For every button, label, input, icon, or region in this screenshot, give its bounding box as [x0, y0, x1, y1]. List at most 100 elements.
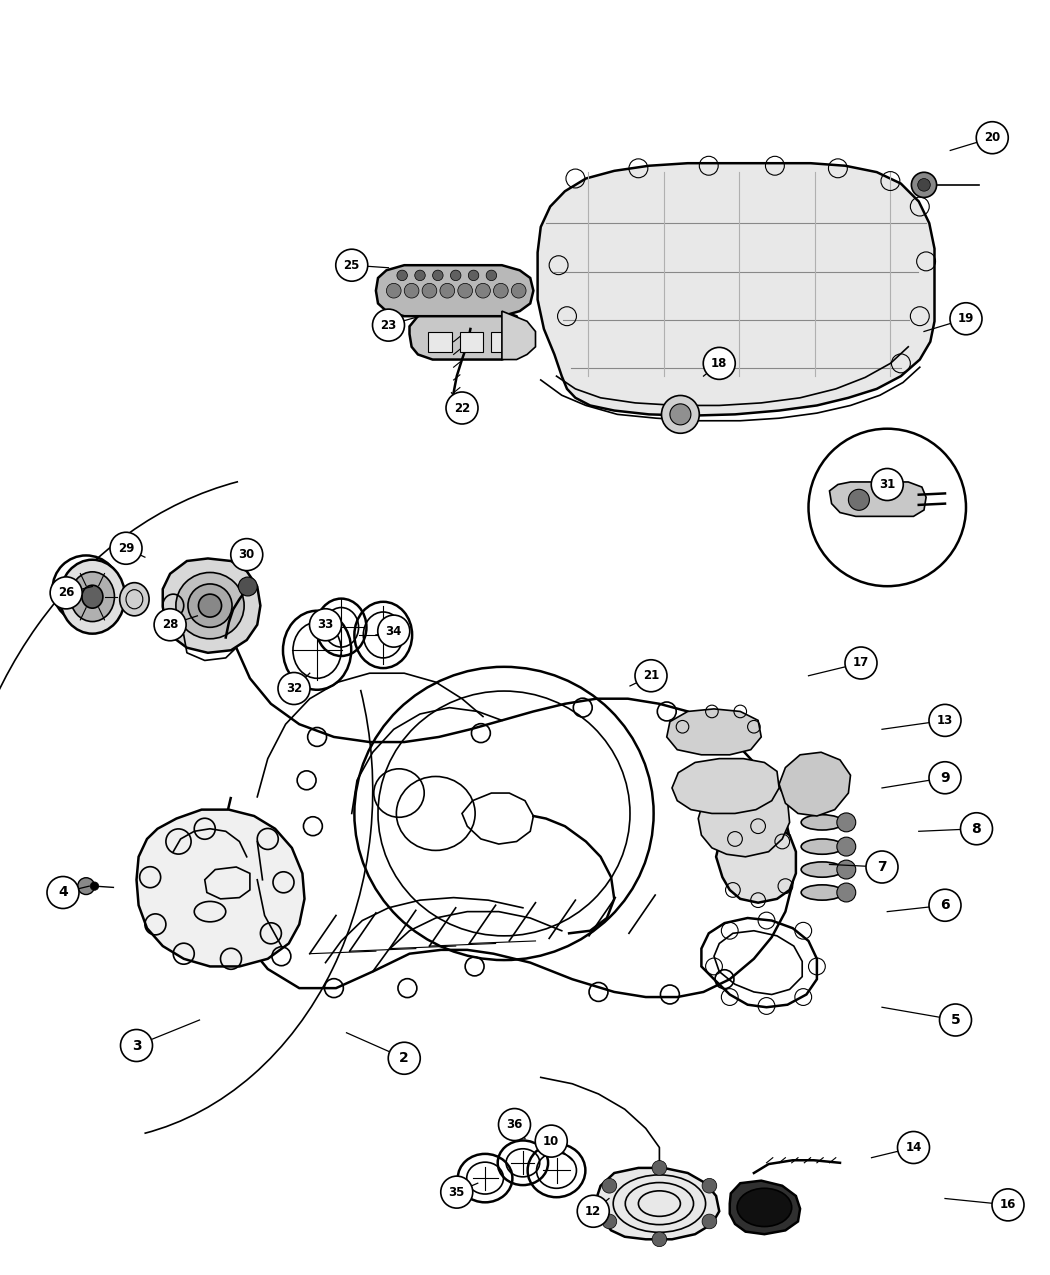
Ellipse shape [737, 1188, 792, 1227]
Polygon shape [163, 558, 260, 653]
Ellipse shape [801, 815, 843, 830]
Circle shape [278, 672, 310, 705]
Polygon shape [538, 163, 934, 416]
Circle shape [494, 283, 508, 298]
Circle shape [78, 877, 94, 895]
Circle shape [238, 578, 257, 595]
Circle shape [415, 270, 425, 280]
Text: 4: 4 [58, 886, 68, 899]
Ellipse shape [198, 594, 222, 617]
Polygon shape [410, 311, 523, 360]
Ellipse shape [176, 572, 244, 639]
Ellipse shape [82, 585, 103, 608]
Text: 25: 25 [343, 259, 360, 272]
Ellipse shape [120, 583, 149, 616]
Circle shape [511, 283, 526, 298]
Circle shape [602, 1178, 616, 1193]
Circle shape [670, 404, 691, 425]
Circle shape [154, 608, 186, 641]
Circle shape [404, 283, 419, 298]
Polygon shape [730, 1181, 800, 1234]
Text: 29: 29 [118, 542, 134, 555]
Circle shape [458, 283, 472, 298]
Text: 6: 6 [940, 899, 950, 912]
Text: 17: 17 [853, 657, 869, 669]
Text: 31: 31 [879, 478, 896, 491]
Polygon shape [779, 752, 851, 816]
Text: 23: 23 [380, 319, 397, 332]
Circle shape [911, 172, 937, 198]
Text: 2: 2 [399, 1052, 410, 1065]
Text: 14: 14 [905, 1141, 922, 1154]
Circle shape [231, 538, 262, 571]
Circle shape [536, 1125, 567, 1158]
Circle shape [433, 270, 443, 280]
Circle shape [662, 395, 699, 434]
Circle shape [450, 270, 461, 280]
Circle shape [961, 812, 992, 845]
Circle shape [940, 1003, 971, 1037]
Circle shape [704, 347, 735, 380]
Ellipse shape [801, 885, 843, 900]
Circle shape [468, 270, 479, 280]
Circle shape [929, 889, 961, 922]
Circle shape [898, 1131, 929, 1164]
Circle shape [386, 283, 401, 298]
Ellipse shape [801, 839, 843, 854]
Text: 9: 9 [940, 771, 950, 784]
Circle shape [848, 490, 869, 510]
Circle shape [837, 884, 856, 901]
Circle shape [866, 850, 898, 884]
Circle shape [499, 1108, 530, 1141]
Circle shape [992, 1188, 1024, 1221]
Text: 8: 8 [971, 822, 982, 835]
Circle shape [578, 1195, 609, 1228]
Circle shape [837, 861, 856, 878]
Circle shape [422, 283, 437, 298]
Circle shape [652, 1160, 667, 1176]
Circle shape [397, 270, 407, 280]
Text: 26: 26 [58, 586, 75, 599]
Circle shape [652, 1232, 667, 1247]
Text: 33: 33 [317, 618, 334, 631]
Circle shape [702, 1214, 717, 1229]
Circle shape [918, 179, 930, 191]
Polygon shape [716, 822, 796, 903]
Text: 16: 16 [1000, 1198, 1016, 1211]
Text: 32: 32 [286, 682, 302, 695]
Polygon shape [136, 810, 304, 966]
Polygon shape [376, 265, 533, 316]
Circle shape [702, 1178, 717, 1193]
Text: 20: 20 [984, 131, 1001, 144]
Text: 3: 3 [131, 1039, 142, 1052]
Circle shape [837, 838, 856, 856]
Polygon shape [460, 332, 483, 352]
Text: 5: 5 [950, 1014, 961, 1026]
Circle shape [373, 309, 404, 342]
Circle shape [121, 1029, 152, 1062]
Text: 22: 22 [454, 402, 470, 414]
Polygon shape [830, 482, 926, 516]
Circle shape [47, 876, 79, 909]
Circle shape [310, 608, 341, 641]
Text: 28: 28 [162, 618, 178, 631]
Text: 36: 36 [506, 1118, 523, 1131]
Circle shape [388, 1042, 420, 1075]
Circle shape [872, 468, 903, 501]
Text: 13: 13 [937, 714, 953, 727]
Circle shape [635, 659, 667, 692]
Polygon shape [667, 709, 761, 755]
Text: 35: 35 [448, 1186, 465, 1198]
Text: 21: 21 [643, 669, 659, 682]
Ellipse shape [60, 560, 125, 634]
Text: 34: 34 [385, 625, 402, 638]
Text: 19: 19 [958, 312, 974, 325]
Circle shape [929, 761, 961, 794]
Circle shape [378, 615, 410, 648]
Circle shape [90, 882, 99, 890]
Circle shape [976, 121, 1008, 154]
Polygon shape [428, 332, 452, 352]
Circle shape [950, 302, 982, 335]
Circle shape [837, 813, 856, 831]
Ellipse shape [70, 572, 114, 622]
